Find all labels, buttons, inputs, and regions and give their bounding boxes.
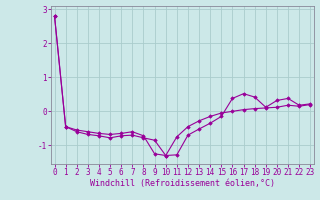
X-axis label: Windchill (Refroidissement éolien,°C): Windchill (Refroidissement éolien,°C) [90,179,275,188]
